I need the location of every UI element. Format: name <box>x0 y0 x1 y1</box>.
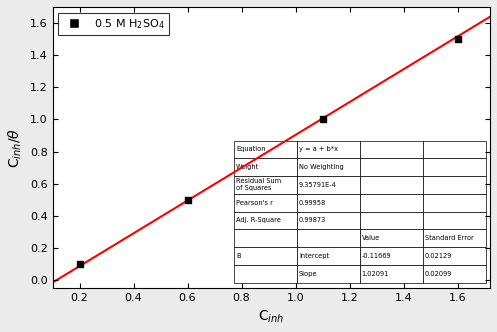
Legend: 0.5 M H$_{2}$SO$_{4}$: 0.5 M H$_{2}$SO$_{4}$ <box>58 13 168 35</box>
Point <box>454 37 462 42</box>
X-axis label: C$_{inh}$: C$_{inh}$ <box>258 309 284 325</box>
Point <box>76 262 83 267</box>
Y-axis label: C$_{inh}$/$\theta$: C$_{inh}$/$\theta$ <box>7 127 24 168</box>
Point <box>319 117 327 122</box>
Point <box>183 197 191 203</box>
